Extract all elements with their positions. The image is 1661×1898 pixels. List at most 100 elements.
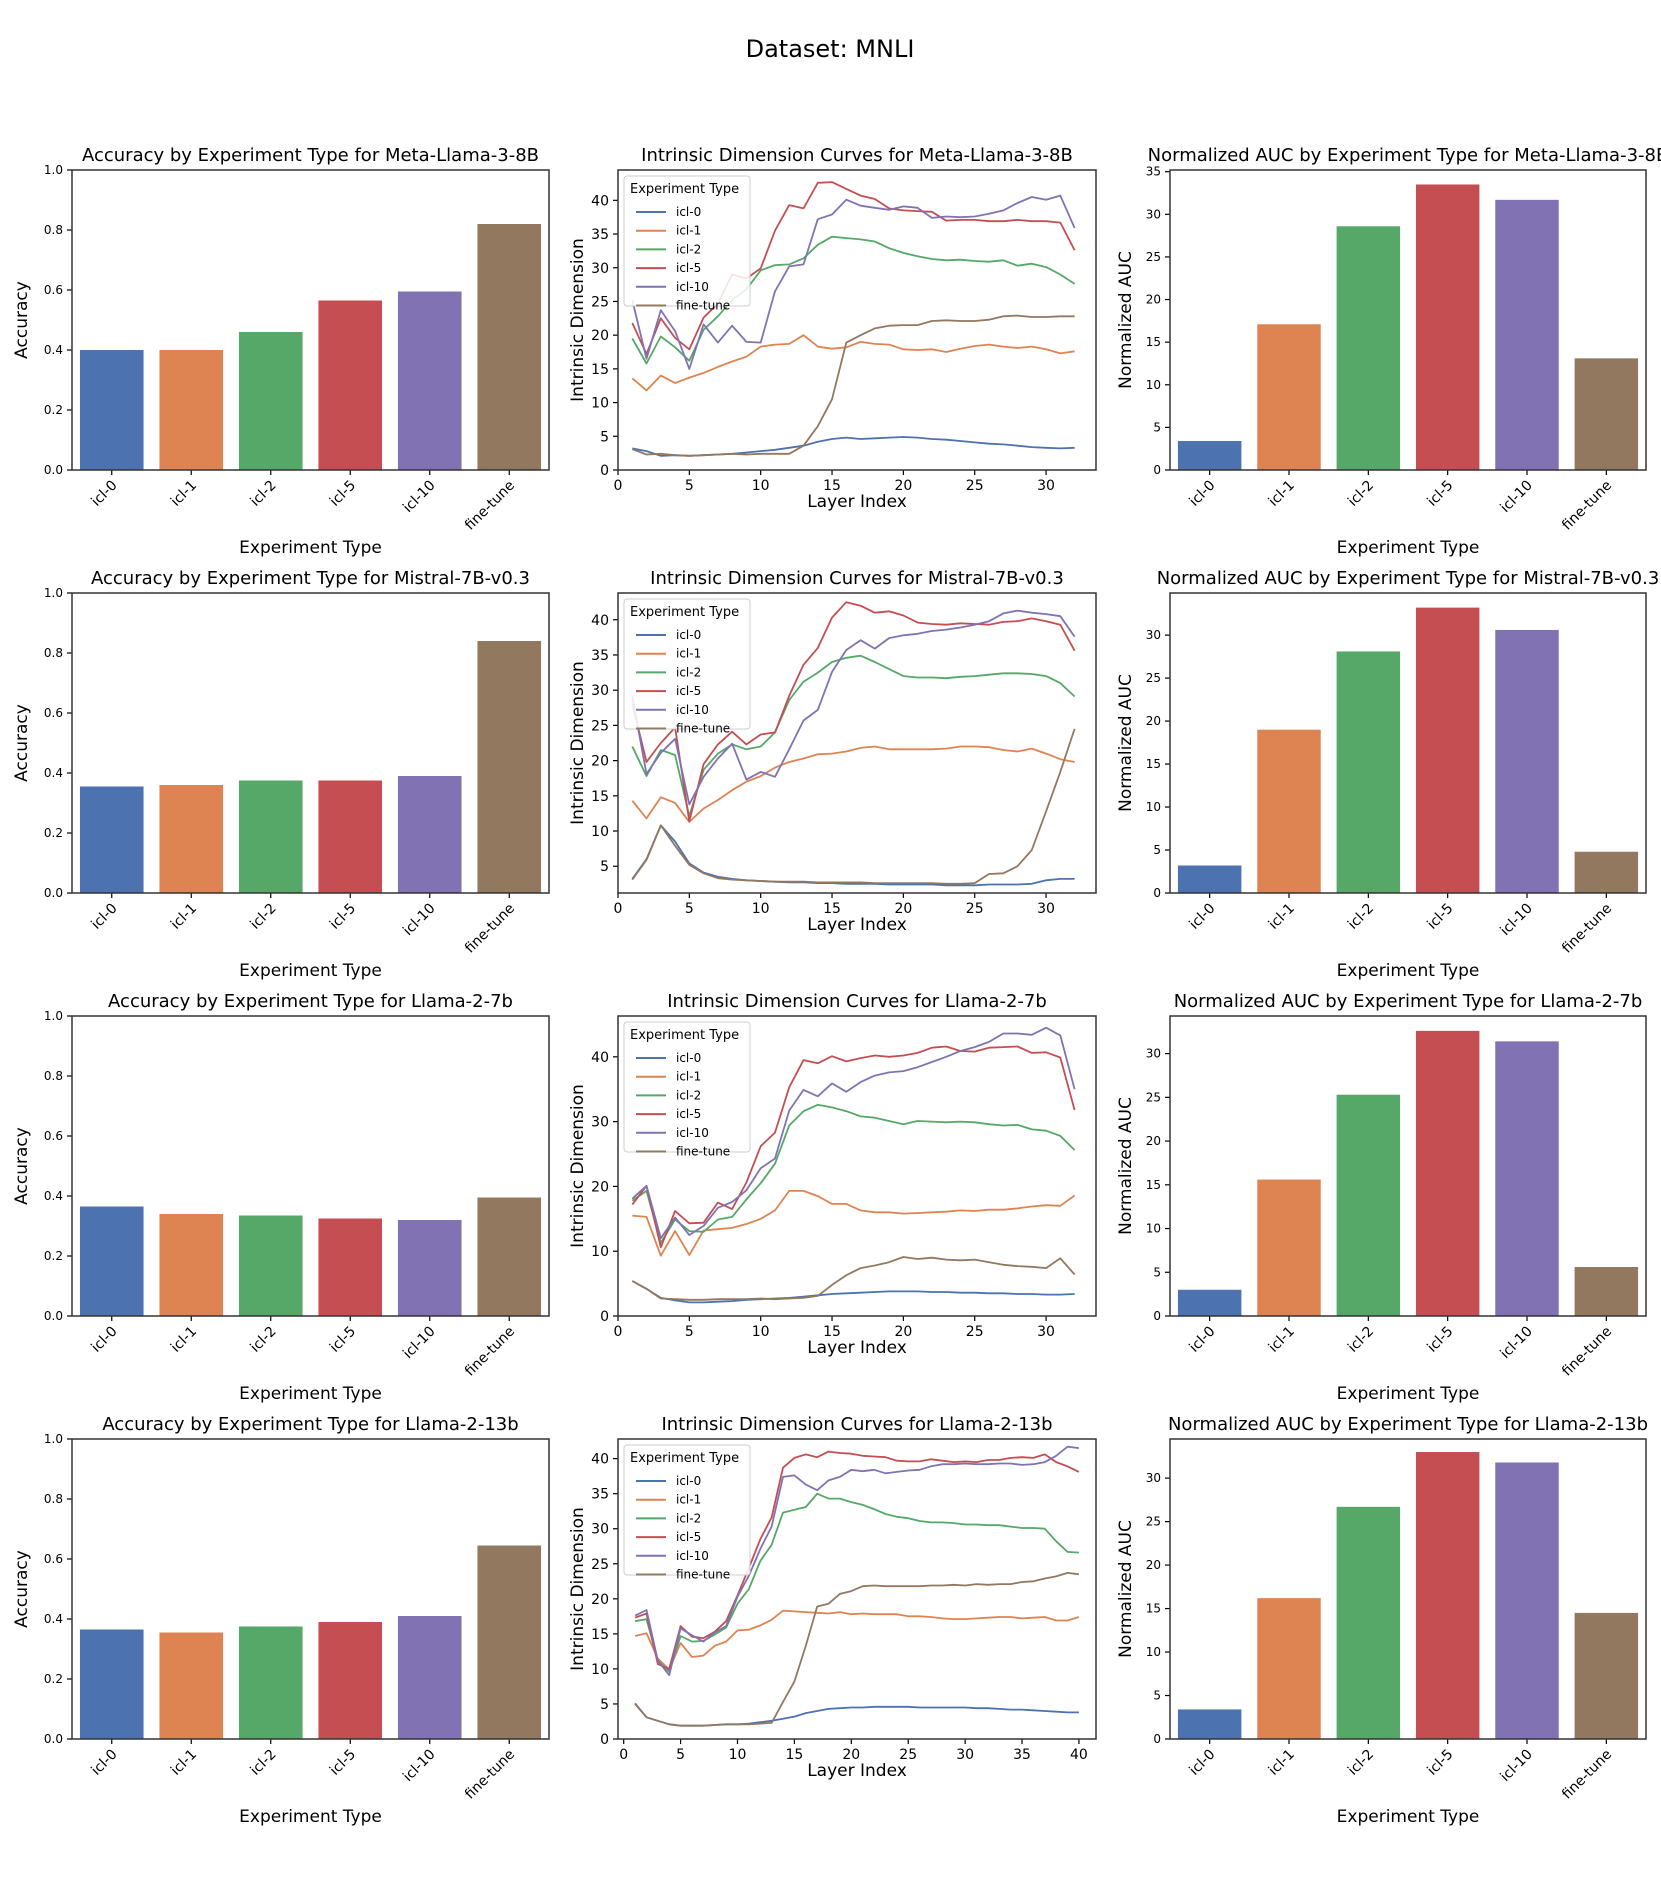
y-tick-label: 0.6 [44, 283, 63, 297]
axes-frame [1169, 1015, 1647, 1317]
y-tick-label: 5 [1153, 1265, 1161, 1279]
bar-icl-2 [1336, 651, 1401, 893]
x-tick-label: 15 [823, 478, 841, 494]
x-tick-label: icl-10 [1497, 1747, 1535, 1785]
series-line-icl-5 [631, 1045, 1076, 1249]
y-tick-label: 0 [1153, 463, 1161, 477]
y-tick-label: 1.0 [44, 1009, 63, 1023]
panel-8: Intrinsic Dimension Curves for Llama-2-7… [568, 991, 1097, 1358]
x-tick-label: 0 [614, 901, 623, 917]
series-line-icl-10 [631, 609, 1076, 806]
y-tick-label: 10 [1146, 800, 1161, 814]
x-tick-label: 15 [785, 1747, 803, 1763]
y-tick-label: 25 [1146, 1090, 1161, 1104]
x-tick-label: icl-2 [247, 901, 279, 933]
legend-box [623, 598, 751, 730]
legend-title: Experiment Type [630, 182, 739, 197]
legend-label-fine-tune: fine-tune [676, 722, 730, 736]
y-axis-label: Accuracy [12, 1127, 32, 1205]
x-tick-label: icl-10 [1497, 901, 1535, 939]
legend-label-icl-2: icl-2 [676, 1511, 701, 1525]
series-line-icl-0 [631, 824, 1075, 887]
y-tick-label: 10 [1146, 378, 1161, 392]
y-axis-label: Intrinsic Dimension [568, 1084, 588, 1248]
x-tick-label: icl-0 [88, 478, 120, 510]
bar-fine-tune [1574, 358, 1639, 470]
y-axis-label: Accuracy [12, 1550, 32, 1628]
x-axis-label: Experiment Type [239, 961, 382, 981]
y-tick-label: 0.2 [44, 403, 63, 417]
x-tick-label: 20 [894, 478, 912, 494]
legend-label-fine-tune: fine-tune [676, 1568, 730, 1582]
y-tick-label: 0.4 [44, 343, 63, 357]
y-tick-label: 30 [1146, 628, 1161, 642]
chart-title: Intrinsic Dimension Curves for Llama-2-1… [661, 1414, 1052, 1435]
bar-icl-5 [1415, 184, 1480, 470]
y-tick-label: 0.8 [44, 1069, 63, 1083]
legend-label-icl-0: icl-0 [676, 1051, 701, 1065]
y-tick-label: 20 [1146, 1134, 1161, 1148]
x-tick-label: icl-5 [1424, 1747, 1456, 1779]
y-tick-label: 25 [1146, 250, 1161, 264]
axes-frame [71, 1438, 550, 1740]
axes-frame [617, 592, 1097, 894]
x-axis-label: Experiment Type [239, 1384, 382, 1404]
bar-icl-2 [238, 1626, 303, 1739]
x-tick-label: 40 [1070, 1747, 1088, 1763]
x-tick-label: fine-tune [1559, 478, 1615, 534]
legend-label-icl-0: icl-0 [676, 628, 701, 642]
x-tick-label: 25 [899, 1747, 917, 1763]
x-tick-label: icl-2 [1345, 1747, 1377, 1779]
chart-title: Normalized AUC by Experiment Type for Ll… [1168, 1414, 1648, 1435]
bar-icl-10 [397, 776, 462, 893]
bar-icl-5 [1415, 1452, 1480, 1739]
y-axis-label: Intrinsic Dimension [568, 1507, 588, 1671]
axes-frame [617, 1438, 1097, 1740]
series-line-fine-tune [631, 314, 1075, 457]
x-tick-label: icl-1 [168, 478, 200, 510]
series-line-icl-0 [632, 436, 1075, 457]
panels: Accuracy by Experiment Type for Meta-Lla… [12, 145, 1661, 1827]
x-axis-label: Layer Index [807, 492, 907, 512]
x-tick-label: 0 [614, 1324, 623, 1340]
series-line-icl-5 [634, 1450, 1080, 1670]
x-tick-label: icl-10 [400, 1324, 438, 1362]
bar-icl-10 [1495, 199, 1559, 471]
x-tick-label: icl-2 [247, 1747, 279, 1779]
x-tick-label: 30 [1037, 1324, 1055, 1340]
bar-icl-1 [1257, 324, 1321, 470]
x-tick-label: 0 [614, 478, 623, 494]
legend-label-icl-5: icl-5 [676, 1530, 701, 1544]
x-tick-label: icl-1 [1266, 478, 1298, 510]
x-tick-label: icl-2 [1345, 1324, 1377, 1356]
y-tick-label: 15 [1146, 1602, 1161, 1616]
x-tick-label: 5 [685, 901, 694, 917]
chart-title: Intrinsic Dimension Curves for Meta-Llam… [641, 145, 1073, 166]
bar-icl-1 [159, 1632, 224, 1739]
bar-icl-5 [318, 780, 383, 893]
x-tick-label: 5 [685, 478, 694, 494]
y-axis-label: Normalized AUC [1116, 251, 1136, 389]
axes-frame [617, 169, 1097, 471]
y-tick-label: 5 [1153, 420, 1161, 434]
legend: Experiment Type icl-0 icl-1 icl-2 icl-5 icl-1… [623, 175, 751, 313]
x-tick-label: 5 [685, 1324, 694, 1340]
y-tick-label: 0.0 [44, 1732, 63, 1746]
x-tick-label: 35 [1013, 1747, 1031, 1763]
y-tick-label: 10 [591, 396, 609, 412]
x-tick-label: icl-0 [88, 901, 120, 933]
y-tick-label: 0.6 [44, 706, 63, 720]
y-tick-label: 0 [600, 1732, 609, 1748]
legend-label-icl-1: icl-1 [676, 1070, 701, 1084]
y-tick-label: 40 [591, 1452, 609, 1468]
x-tick-label: icl-1 [1266, 1747, 1298, 1779]
x-tick-label: 10 [729, 1747, 747, 1763]
bar-icl-5 [1415, 1030, 1480, 1316]
y-tick-label: 25 [1146, 671, 1161, 685]
x-tick-label: 15 [823, 901, 841, 917]
series-line-icl-2 [631, 1103, 1076, 1244]
x-tick-label: icl-2 [1345, 478, 1377, 510]
legend-title: Experiment Type [630, 1028, 739, 1043]
axes-frame [1169, 592, 1647, 894]
legend-label-icl-2: icl-2 [676, 665, 701, 679]
